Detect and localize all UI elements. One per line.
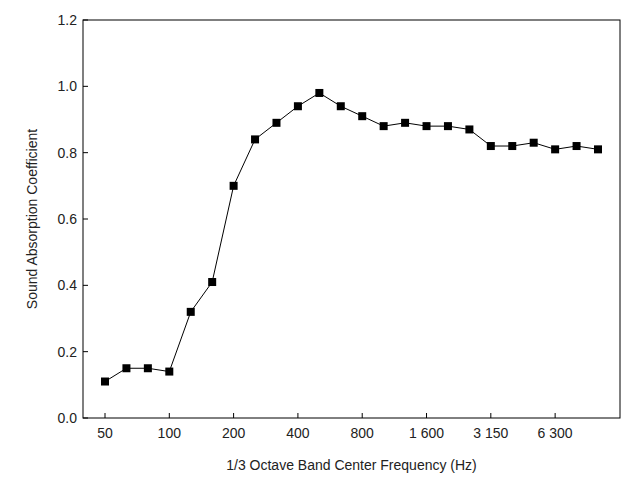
point (251, 135, 259, 143)
y-axis-label: Sound Absorption Coefficient (24, 129, 40, 309)
chart-container: 0.0 0.2 0.4 0.6 0.8 1.0 1.2 50 100 200 400 800 1 600… (0, 0, 643, 481)
point (465, 125, 473, 133)
y-tick (83, 86, 88, 87)
x-tick-label: 1 600 (409, 425, 444, 441)
point (122, 364, 130, 372)
y-tick (83, 219, 88, 220)
x-tick (490, 413, 491, 418)
point (230, 182, 238, 190)
point (165, 368, 173, 376)
y-tick (83, 285, 88, 286)
y-tick-label: 0.0 (58, 410, 78, 426)
x-tick (233, 413, 234, 418)
x-tick (297, 413, 298, 418)
plot-frame (83, 20, 620, 418)
point (401, 119, 409, 127)
x-tick (426, 413, 427, 418)
x-tick (105, 413, 106, 418)
point (187, 308, 195, 316)
x-tick (169, 413, 170, 418)
point (508, 142, 516, 150)
point (444, 122, 452, 130)
point (272, 119, 280, 127)
plot-area (101, 89, 602, 386)
point (487, 142, 495, 150)
series-line (105, 93, 598, 382)
x-tick-label: 100 (158, 425, 182, 441)
y-tick (83, 351, 88, 352)
point (551, 145, 559, 153)
y-tick-label: 1.2 (58, 12, 78, 28)
y-tick (83, 20, 88, 21)
x-tick-label: 50 (97, 425, 113, 441)
y-tick-label: 0.2 (58, 344, 78, 360)
point (358, 112, 366, 120)
x-tick (362, 413, 363, 418)
chart-svg: 0.0 0.2 0.4 0.6 0.8 1.0 1.2 50 100 200 400 800 1 600… (0, 0, 643, 481)
point (594, 145, 602, 153)
y-tick (83, 418, 88, 419)
x-tick-label: 200 (222, 425, 246, 441)
point (380, 122, 388, 130)
point (294, 102, 302, 110)
x-tick (555, 413, 556, 418)
x-tick-label: 3 150 (473, 425, 508, 441)
y-tick-label: 0.4 (58, 277, 78, 293)
y-tick-label: 0.6 (58, 211, 78, 227)
x-tick-label: 400 (286, 425, 310, 441)
x-axis-label: 1/3 Octave Band Center Frequency (Hz) (226, 457, 477, 473)
point (530, 139, 538, 147)
point (337, 102, 345, 110)
x-tick-label: 6 300 (538, 425, 573, 441)
y-tick-label: 0.8 (58, 145, 78, 161)
x-tick-label: 800 (351, 425, 375, 441)
point (573, 142, 581, 150)
point (101, 378, 109, 386)
point (144, 364, 152, 372)
point (208, 278, 216, 286)
point (423, 122, 431, 130)
y-tick-label: 1.0 (58, 78, 78, 94)
point (315, 89, 323, 97)
y-tick (83, 152, 88, 153)
